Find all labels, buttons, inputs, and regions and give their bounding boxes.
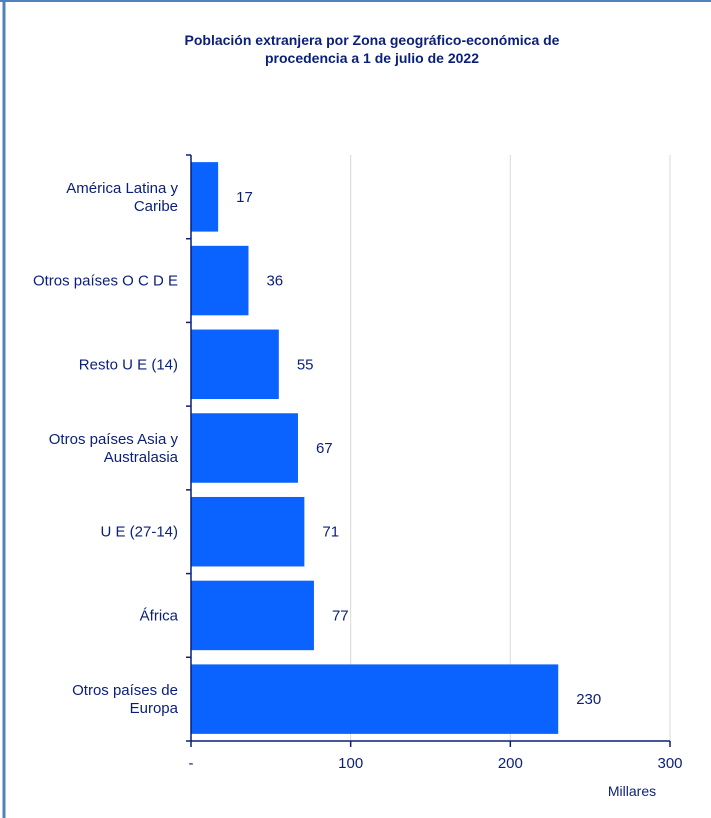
bars — [191, 162, 559, 734]
bar-0 — [191, 162, 219, 232]
bar-1 — [191, 245, 249, 316]
category-label-4-line-0: U E (27-14) — [100, 524, 178, 541]
value-label-5: 77 — [332, 607, 349, 624]
x-tick-labels: - 100 200 300 — [189, 755, 683, 772]
x-tick-label-3: 300 — [657, 755, 682, 772]
value-label-2: 55 — [297, 356, 314, 373]
gridlines — [350, 155, 671, 741]
value-label-6: 230 — [576, 691, 601, 708]
category-label-5-line-0: África — [140, 607, 179, 624]
x-tick-label-0: - — [189, 755, 194, 772]
x-axis-unit-label: Millares — [608, 783, 656, 799]
bar-6 — [191, 664, 559, 734]
category-label-0-line-0: América Latina y — [66, 180, 178, 197]
bar-3 — [191, 413, 298, 483]
bar-4 — [191, 496, 305, 567]
category-label-2-line-0: Resto U E (14) — [79, 356, 178, 373]
category-label-1-line-0: Otros países O C D E — [33, 273, 178, 290]
category-label-6-line-1: Europa — [130, 700, 179, 717]
x-tick-label-1: 100 — [338, 755, 363, 772]
value-label-4: 71 — [322, 524, 339, 541]
value-label-1: 36 — [266, 273, 283, 290]
chart-title-line-1: Población extranjera por Zona geográfico… — [185, 32, 560, 48]
category-label-6-line-0: Otros países de — [72, 682, 178, 699]
x-tick-label-2: 200 — [498, 755, 523, 772]
value-label-3: 67 — [316, 440, 333, 457]
bar-5 — [191, 580, 314, 651]
value-label-0: 17 — [236, 189, 253, 206]
value-labels: 17 36 55 67 71 77 230 — [236, 189, 601, 708]
category-label-0-line-1: Caribe — [134, 198, 178, 215]
axes — [186, 154, 671, 747]
category-label-3-line-1: Australasia — [104, 449, 179, 466]
bar-2 — [191, 329, 279, 400]
category-label-3-line-0: Otros países Asia y — [49, 431, 179, 448]
chart-title-line-2: procedencia a 1 de julio de 2022 — [265, 50, 479, 66]
